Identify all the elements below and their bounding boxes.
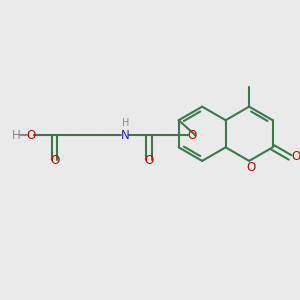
Text: H: H bbox=[12, 129, 21, 142]
Text: H: H bbox=[122, 118, 129, 128]
Text: O: O bbox=[144, 154, 154, 167]
Text: O: O bbox=[50, 154, 59, 167]
Text: O: O bbox=[187, 129, 196, 142]
Text: O: O bbox=[26, 129, 36, 142]
Text: N: N bbox=[121, 129, 130, 142]
Text: O: O bbox=[292, 150, 300, 163]
Text: O: O bbox=[246, 161, 255, 174]
